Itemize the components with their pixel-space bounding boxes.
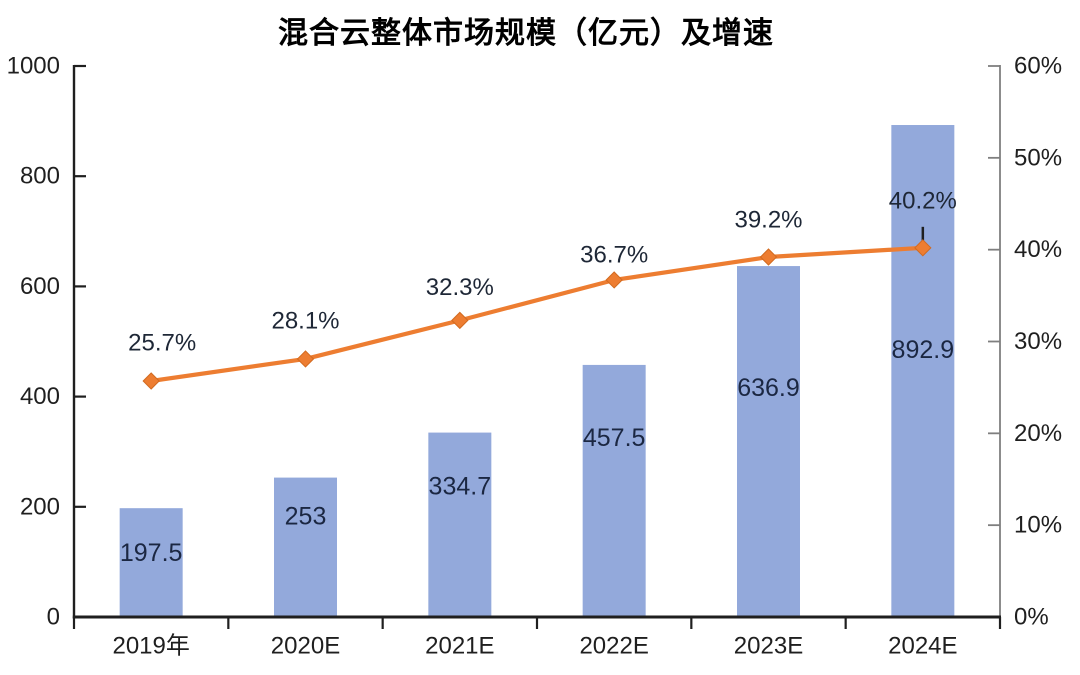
bar-2021E <box>428 432 492 617</box>
bar-2024E <box>891 125 955 618</box>
bar-value-label: 253 <box>285 503 327 531</box>
bar-2023E <box>737 266 800 617</box>
growth-line-marker <box>451 311 469 330</box>
right-axis-tick-label: 40% <box>1014 236 1062 263</box>
x-axis-label: 2019年 <box>112 633 189 660</box>
growth-line-marker <box>605 271 623 289</box>
growth-line-marker <box>914 239 932 257</box>
growth-rate-label: 32.3% <box>426 274 494 301</box>
x-axis-label: 2021E <box>425 633 494 660</box>
left-axis-tick-label: 600 <box>20 273 60 300</box>
chart-title: 混合云整体市场规模（亿元）及增速 <box>278 17 774 50</box>
right-axis-tick-label: 50% <box>1014 144 1062 171</box>
x-axis-label: 2024E <box>888 633 957 660</box>
growth-rate-label: 25.7% <box>128 329 196 356</box>
bar-value-label: 457.5 <box>583 424 646 452</box>
bar-value-label: 334.7 <box>429 473 492 501</box>
left-axis-tick-label: 200 <box>20 493 60 520</box>
left-axis-tick-label: 0 <box>47 604 60 631</box>
right-axis-tick-label: 10% <box>1014 512 1062 539</box>
left-axis-tick-label: 800 <box>20 163 60 190</box>
right-axis-tick-label: 60% <box>1014 53 1062 80</box>
growth-rate-label: 28.1% <box>271 307 339 334</box>
bar-value-label: 197.5 <box>120 539 183 567</box>
growth-line <box>149 245 925 384</box>
bar-value-label: 892.9 <box>892 336 955 364</box>
x-axis-label: 2022E <box>579 633 648 660</box>
right-axis-tick-label: 30% <box>1014 328 1062 355</box>
left-axis-tick-label: 400 <box>20 383 60 410</box>
right-axis-tick-label: 0% <box>1014 604 1049 631</box>
growth-rate-label: 39.2% <box>734 207 802 234</box>
growth-rate-label: 40.2% <box>889 187 957 214</box>
growth-line-marker <box>142 372 160 390</box>
left-axis-tick-label: 1000 <box>7 53 60 80</box>
bar-2019年 <box>119 508 183 617</box>
growth-line-marker <box>296 350 315 368</box>
right-axis-tick-label: 20% <box>1014 420 1062 447</box>
x-axis-label: 2020E <box>271 633 340 660</box>
growth-rate-label: 36.7% <box>580 241 648 268</box>
bar-value-label: 636.9 <box>737 374 800 402</box>
growth-line-marker <box>759 248 778 266</box>
bar-2020E <box>274 477 337 617</box>
bar-2022E <box>582 364 646 617</box>
x-axis-label: 2023E <box>734 633 803 660</box>
